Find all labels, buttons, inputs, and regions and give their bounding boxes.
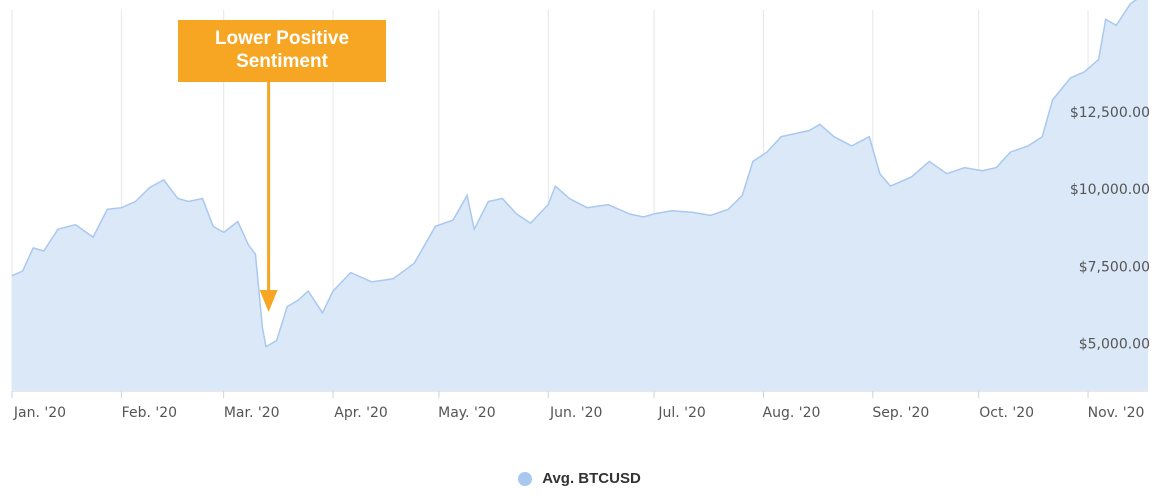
x-tick-label: May. '20 (438, 405, 496, 421)
annotation-arrow (259, 82, 278, 312)
x-tick-label: Oct. '20 (979, 405, 1034, 421)
area-fill (12, 0, 1148, 390)
chart-legend[interactable]: Avg. BTCUSD (0, 470, 1159, 487)
legend-marker-icon (518, 471, 533, 486)
btc-price-chart: $5,000.00 $7,500.00 $10,000.00 $12,500.00 J… (11, 0, 1150, 421)
x-axis: Jan. '20 Feb. '20 Mar. '20 Apr. '20 May. '20… (11, 390, 1148, 421)
annotation-arrow-head (259, 290, 278, 312)
y-tick-label: $5,000.00 (1079, 337, 1150, 353)
y-tick-label: $12,500.00 (1070, 105, 1150, 121)
x-tick-label: Jan. '20 (13, 405, 66, 421)
annotation-callout: Lower Positive Sentiment (178, 20, 386, 82)
x-tick-label: Mar. '20 (224, 405, 280, 421)
x-tick-label: Apr. '20 (334, 405, 388, 421)
y-axis-ticks: $5,000.00 $7,500.00 $10,000.00 $12,500.00 (1070, 105, 1150, 353)
x-tick-label: Nov. '20 (1088, 405, 1145, 421)
x-tick-label: Jun. '20 (549, 405, 602, 421)
x-tick-label: Jul. '20 (657, 405, 705, 421)
area-series (11, 0, 1148, 390)
x-tick-label: Sep. '20 (872, 405, 929, 421)
x-tick-label: Feb. '20 (122, 405, 177, 421)
legend-label: Avg. BTCUSD (542, 470, 641, 487)
x-tick-label: Aug. '20 (763, 405, 821, 421)
y-tick-label: $7,500.00 (1079, 259, 1150, 275)
y-tick-label: $10,000.00 (1070, 182, 1150, 198)
area-line (11, 0, 1138, 348)
